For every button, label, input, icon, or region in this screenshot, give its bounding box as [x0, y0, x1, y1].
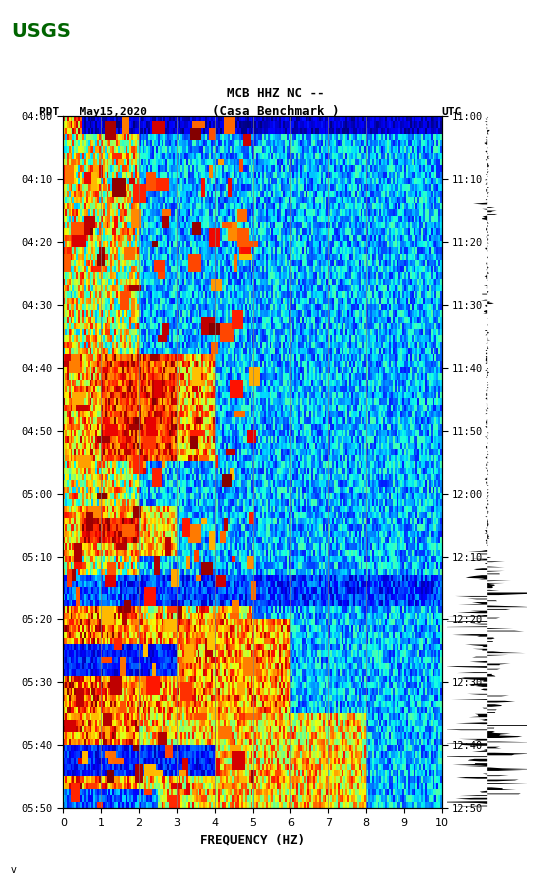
Text: PDT   May15,2020: PDT May15,2020: [39, 106, 147, 117]
Text: UTC: UTC: [442, 106, 462, 117]
X-axis label: FREQUENCY (HZ): FREQUENCY (HZ): [200, 833, 305, 847]
Text: (Casa Benchmark ): (Casa Benchmark ): [213, 105, 339, 118]
Text: v: v: [11, 865, 17, 875]
Text: USGS: USGS: [11, 22, 71, 41]
Text: MCB HHZ NC --: MCB HHZ NC --: [227, 88, 325, 100]
